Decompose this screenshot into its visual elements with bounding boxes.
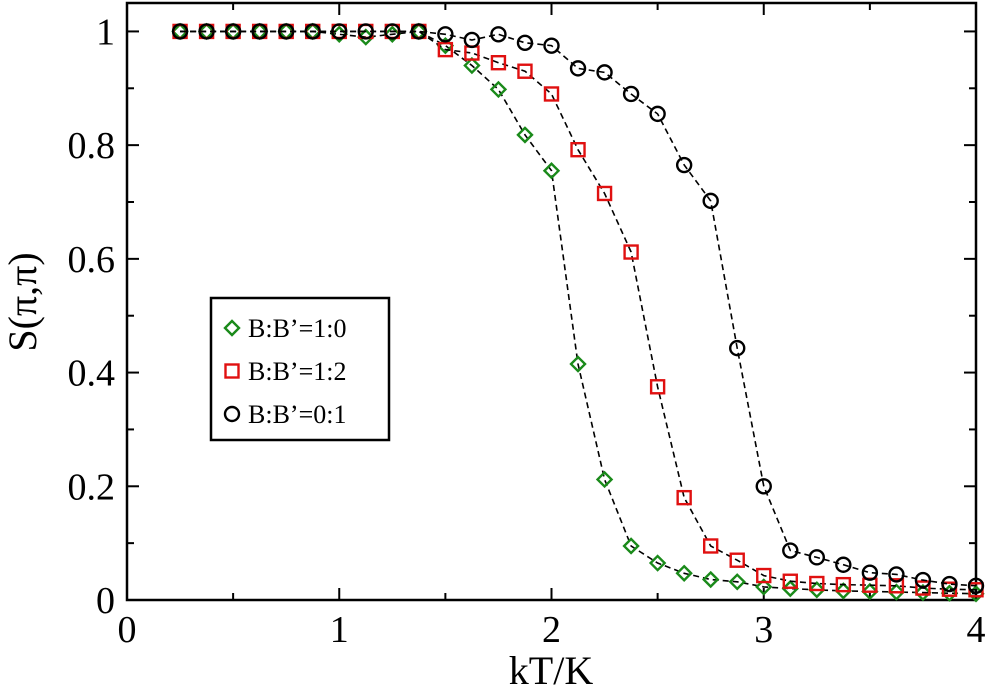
data-point bbox=[622, 537, 640, 555]
data-point bbox=[888, 566, 905, 583]
y-tick-label: 0.2 bbox=[68, 466, 116, 508]
legend-entries: B:B’=1:0 B:B’=1:2 B:B’=0:1 bbox=[223, 314, 346, 429]
data-point bbox=[808, 549, 826, 566]
data-point bbox=[171, 23, 189, 40]
data-point bbox=[702, 192, 719, 210]
data-point bbox=[675, 564, 693, 582]
legend-label: B:B’=1:0 bbox=[248, 314, 346, 343]
data-point bbox=[649, 379, 666, 395]
y-axis-title: S(π,π) bbox=[0, 252, 45, 351]
data-point bbox=[463, 56, 481, 75]
data-point bbox=[782, 573, 798, 589]
data-point bbox=[542, 162, 561, 180]
data-point bbox=[701, 570, 720, 589]
data-point bbox=[914, 583, 932, 602]
data-point bbox=[543, 37, 560, 54]
data-point bbox=[410, 23, 428, 40]
data-point bbox=[384, 23, 401, 40]
data-point bbox=[622, 85, 640, 103]
y-tick-label: 0 bbox=[96, 580, 115, 622]
y-tick-label: 0.8 bbox=[68, 125, 116, 167]
data-point bbox=[888, 578, 905, 594]
series-line bbox=[180, 30, 977, 587]
x-tick-label: 0 bbox=[118, 609, 137, 651]
x-axis-title: kT/K bbox=[509, 648, 594, 690]
legend-label: B:B’=1:2 bbox=[248, 357, 346, 386]
data-point bbox=[941, 581, 958, 597]
data-point bbox=[224, 23, 242, 40]
data-point bbox=[331, 23, 348, 40]
data-point bbox=[676, 489, 692, 506]
data-point bbox=[967, 577, 985, 594]
y-tick-label: 0.6 bbox=[68, 239, 116, 281]
data-point bbox=[623, 244, 639, 260]
ticks-layer: 0 1 2 3 4 0 0.2 0.4 0.6 0.8 1 bbox=[68, 3, 986, 651]
data-point bbox=[198, 23, 215, 40]
data-point bbox=[861, 582, 879, 601]
data-point bbox=[702, 538, 719, 554]
data-point bbox=[808, 581, 826, 599]
legend-label: B:B’=0:1 bbox=[248, 400, 346, 429]
data-point bbox=[755, 478, 772, 495]
data-point bbox=[437, 26, 454, 43]
x-tick-label: 2 bbox=[542, 609, 561, 651]
data-point bbox=[915, 580, 931, 596]
data-point bbox=[596, 64, 613, 81]
data-point bbox=[251, 23, 268, 40]
data-point bbox=[516, 34, 534, 51]
data-point bbox=[357, 28, 375, 46]
legend-marker-square bbox=[224, 363, 240, 379]
data-point bbox=[463, 31, 481, 49]
legend: B:B’=1:0 B:B’=1:2 B:B’=0:1 bbox=[209, 296, 391, 442]
data-point bbox=[756, 567, 772, 584]
data-point bbox=[675, 156, 693, 174]
data-point bbox=[569, 60, 587, 77]
series-circle bbox=[171, 23, 985, 594]
legend-marker-diamond bbox=[223, 319, 241, 337]
data-point bbox=[383, 25, 402, 43]
data-point bbox=[357, 23, 374, 40]
data-point bbox=[543, 86, 560, 102]
data-point bbox=[596, 185, 613, 202]
data-point bbox=[729, 552, 745, 568]
data-point bbox=[834, 582, 853, 600]
data-point bbox=[489, 80, 508, 99]
x-tick-label: 1 bbox=[330, 609, 349, 651]
data-point bbox=[648, 554, 667, 572]
data-point bbox=[490, 26, 507, 43]
x-tick-label: 4 bbox=[967, 609, 986, 651]
data-point bbox=[782, 542, 799, 559]
data-point bbox=[569, 355, 587, 373]
legend-box bbox=[209, 296, 391, 442]
data-point bbox=[570, 141, 586, 158]
data-point bbox=[835, 556, 852, 573]
data-point bbox=[940, 584, 959, 602]
data-point bbox=[304, 23, 321, 40]
y-tick-label: 1 bbox=[96, 11, 115, 53]
y-tick-label: 0.4 bbox=[68, 353, 116, 395]
series-layer bbox=[171, 22, 985, 603]
data-point bbox=[914, 571, 932, 589]
data-point bbox=[755, 578, 773, 596]
data-point bbox=[809, 575, 825, 592]
plot-area: 0 1 2 3 4 0 0.2 0.4 0.6 0.8 1 bbox=[68, 1, 986, 651]
data-point bbox=[437, 41, 454, 58]
data-point bbox=[277, 23, 295, 40]
data-point bbox=[728, 573, 746, 591]
legend-marker-circle bbox=[223, 405, 241, 423]
data-point bbox=[649, 105, 666, 123]
data-point bbox=[861, 564, 879, 581]
data-point bbox=[887, 583, 906, 601]
data-point bbox=[595, 470, 614, 489]
data-point bbox=[781, 579, 799, 598]
data-point bbox=[835, 576, 852, 593]
data-point bbox=[490, 55, 507, 71]
data-point bbox=[517, 63, 533, 79]
data-point bbox=[729, 339, 746, 357]
data-point bbox=[941, 575, 958, 593]
x-tick-label: 3 bbox=[754, 609, 773, 651]
data-point bbox=[516, 126, 534, 144]
